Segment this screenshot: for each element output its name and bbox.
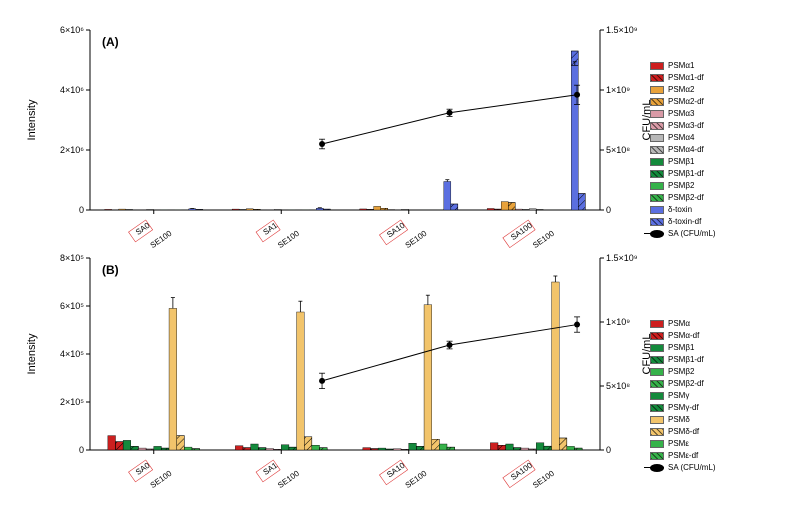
legend-label: PSMβ1 <box>668 156 694 168</box>
legend-item: PSMβ2-df <box>650 378 716 390</box>
svg-text:(B): (B) <box>102 263 119 277</box>
legend-label: PSMγ-df <box>668 402 699 414</box>
svg-text:SE100: SE100 <box>149 469 174 490</box>
legend-item: PSMγ <box>650 390 716 402</box>
svg-text:SE100: SE100 <box>276 469 301 490</box>
legend-label: δ-toxin <box>668 204 692 216</box>
legend-label: PSMβ2-df <box>668 192 704 204</box>
legend-item: PSMα2 <box>650 84 716 96</box>
svg-text:4×10⁵: 4×10⁵ <box>60 349 84 359</box>
svg-text:4×10⁶: 4×10⁶ <box>60 85 84 95</box>
svg-text:6×10⁶: 6×10⁶ <box>60 25 84 35</box>
legend-label: PSMβ1-df <box>668 354 704 366</box>
svg-text:0: 0 <box>79 205 84 215</box>
svg-text:6×10⁵: 6×10⁵ <box>60 301 84 311</box>
legend-label: PSMε <box>668 438 689 450</box>
svg-text:SE100: SE100 <box>276 229 301 250</box>
legend-label: PSMα-df <box>668 330 699 342</box>
svg-text:SE100: SE100 <box>149 229 174 250</box>
legend-item: SA (CFU/mL) <box>650 228 716 240</box>
legend-item: δ-toxin <box>650 204 716 216</box>
svg-text:1×10⁹: 1×10⁹ <box>606 85 630 95</box>
legend-label: PSMβ1 <box>668 342 694 354</box>
legend-label: PSMα3 <box>668 108 694 120</box>
legend-label: PSMα2-df <box>668 96 704 108</box>
svg-text:SE100: SE100 <box>404 469 429 490</box>
legend-label: PSMα4 <box>668 132 694 144</box>
legend-item: PSMδ <box>650 414 716 426</box>
legend-item: PSMβ1-df <box>650 168 716 180</box>
legend-item: PSMα1 <box>650 60 716 72</box>
svg-text:SE100: SE100 <box>531 469 556 490</box>
legend-label: δ-toxin-df <box>668 216 701 228</box>
svg-text:0: 0 <box>606 445 611 455</box>
legend-item: PSMγ-df <box>650 402 716 414</box>
legend-item: PSMα3 <box>650 108 716 120</box>
legend-item: PSMβ2-df <box>650 192 716 204</box>
legend-item: PSMα-df <box>650 330 716 342</box>
legend-label: PSMβ2 <box>668 366 694 378</box>
legend-item: PSMβ1 <box>650 342 716 354</box>
svg-text:1.5×10⁹: 1.5×10⁹ <box>606 253 638 263</box>
legend-item: PSMα2-df <box>650 96 716 108</box>
legend-label: PSMα1 <box>668 60 694 72</box>
svg-text:0: 0 <box>79 445 84 455</box>
panel-a: 0 2×10⁶ 4×10⁶ 6×10⁶ 0 5×10⁸ 1×10⁹ 1.5×10⁹ Intens… <box>26 25 653 250</box>
legend-label: PSMε-df <box>668 450 698 462</box>
legend-item: SA (CFU/mL) <box>650 462 716 474</box>
svg-text:2×10⁶: 2×10⁶ <box>60 145 84 155</box>
legend-label: PSMβ2-df <box>668 378 704 390</box>
legend-label: PSMα <box>668 318 690 330</box>
legend-item: PSMα4-df <box>650 144 716 156</box>
legend-item: PSMδ-df <box>650 426 716 438</box>
legend-item: PSMα1-df <box>650 72 716 84</box>
panel-b: 0 2×10⁵ 4×10⁵ 6×10⁵ 8×10⁵ 0 5×10⁸ 1×10⁹ 1.5×10⁹ I… <box>26 253 653 490</box>
legend-label: PSMα3-df <box>668 120 704 132</box>
svg-text:8×10⁵: 8×10⁵ <box>60 253 84 263</box>
legend-item: PSMα <box>650 318 716 330</box>
svg-text:0: 0 <box>606 205 611 215</box>
legend-item: PSMα4 <box>650 132 716 144</box>
legend-item: PSMβ1 <box>650 156 716 168</box>
legend-item: PSMβ2 <box>650 366 716 378</box>
svg-text:SA0: SA0 <box>134 221 152 237</box>
legend-label: PSMδ-df <box>668 426 699 438</box>
legend-item: PSMβ2 <box>650 180 716 192</box>
legend-label: PSMβ2 <box>668 180 694 192</box>
svg-text:SE100: SE100 <box>531 229 556 250</box>
svg-text:SA1: SA1 <box>261 461 279 477</box>
legend-panel-b: PSMαPSMα-dfPSMβ1PSMβ1-dfPSMβ2PSMβ2-dfPSM… <box>650 318 716 474</box>
svg-text:5×10⁸: 5×10⁸ <box>606 145 630 155</box>
legend-item: δ-toxin-df <box>650 216 716 228</box>
svg-text:SE100: SE100 <box>404 229 429 250</box>
legend-label: PSMδ <box>668 414 690 426</box>
svg-text:Intensity: Intensity <box>26 333 38 374</box>
legend-label: PSMγ <box>668 390 689 402</box>
svg-text:(A): (A) <box>102 35 119 49</box>
svg-text:Intensity: Intensity <box>26 99 38 140</box>
legend-label: PSMα1-df <box>668 72 704 84</box>
svg-text:2×10⁵: 2×10⁵ <box>60 397 84 407</box>
legend-panel-a: PSMα1PSMα1-dfPSMα2PSMα2-dfPSMα3PSMα3-dfP… <box>650 60 716 240</box>
legend-item: PSMε <box>650 438 716 450</box>
svg-text:SA0: SA0 <box>134 461 152 477</box>
legend-item: PSMα3-df <box>650 120 716 132</box>
svg-text:1.5×10⁹: 1.5×10⁹ <box>606 25 638 35</box>
svg-text:1×10⁹: 1×10⁹ <box>606 317 630 327</box>
svg-text:SA1: SA1 <box>261 221 279 237</box>
legend-label: PSMβ1-df <box>668 168 704 180</box>
svg-text:5×10⁸: 5×10⁸ <box>606 381 630 391</box>
legend-item: PSMε-df <box>650 450 716 462</box>
legend-label: PSMα4-df <box>668 144 704 156</box>
legend-item: PSMβ1-df <box>650 354 716 366</box>
legend-label: PSMα2 <box>668 84 694 96</box>
legend-label: SA (CFU/mL) <box>668 462 716 474</box>
legend-label: SA (CFU/mL) <box>668 228 716 240</box>
